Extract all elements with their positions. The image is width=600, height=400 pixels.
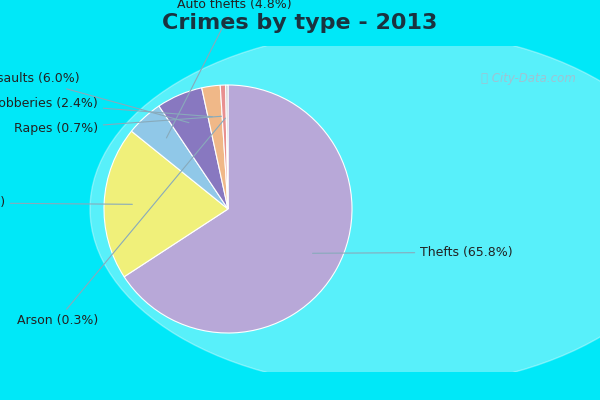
- Text: Thefts (65.8%): Thefts (65.8%): [313, 246, 513, 259]
- Wedge shape: [104, 131, 228, 277]
- Text: Arson (0.3%): Arson (0.3%): [17, 118, 226, 327]
- Text: Assaults (6.0%): Assaults (6.0%): [0, 72, 189, 123]
- Text: Crimes by type - 2013: Crimes by type - 2013: [163, 13, 437, 33]
- Text: Auto thefts (4.8%): Auto thefts (4.8%): [166, 0, 292, 138]
- Ellipse shape: [90, 30, 600, 388]
- Wedge shape: [220, 85, 228, 209]
- Wedge shape: [226, 85, 228, 209]
- Text: Burglaries (20.0%): Burglaries (20.0%): [0, 196, 133, 209]
- Text: Robberies (2.4%): Robberies (2.4%): [0, 97, 212, 117]
- Text: ⓘ City-Data.com: ⓘ City-Data.com: [481, 72, 576, 85]
- Wedge shape: [131, 106, 228, 209]
- Wedge shape: [202, 85, 228, 209]
- Text: Rapes (0.7%): Rapes (0.7%): [14, 116, 221, 135]
- Wedge shape: [159, 88, 228, 209]
- Wedge shape: [124, 85, 352, 333]
